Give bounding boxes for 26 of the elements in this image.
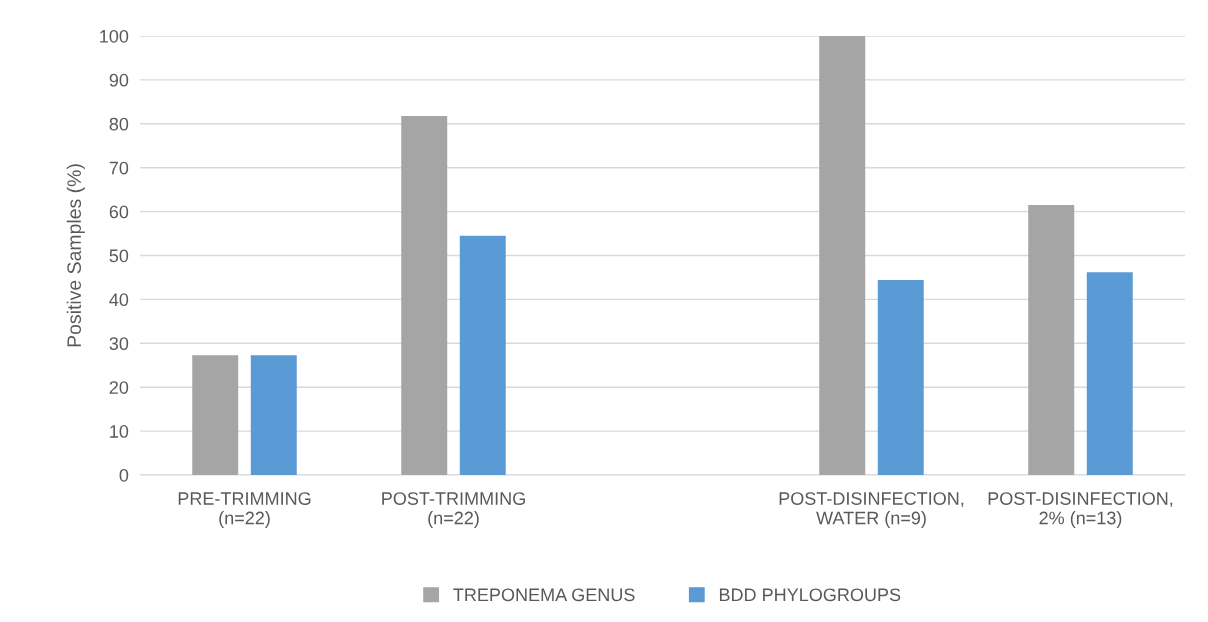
y-tick-label: 60 <box>109 205 129 219</box>
legend-label: TREPONEMA GENUS <box>453 588 635 602</box>
y-tick-label: 50 <box>109 249 129 263</box>
x-tick-label: POST-TRIMMING (n=22) <box>382 492 525 528</box>
y-tick-label: 30 <box>109 337 129 351</box>
y-tick-label: 90 <box>109 73 129 87</box>
x-tick-label: POST-DISINFECTION, WATER (n=9) <box>779 492 964 528</box>
bar <box>1028 205 1075 475</box>
x-tick-label: POST-DISINFECTION, 2% (n=13) <box>988 492 1173 528</box>
y-tick-label: 100 <box>100 29 129 43</box>
bar <box>819 36 866 475</box>
y-tick-label: 0 <box>119 468 129 482</box>
y-tick-label: 10 <box>110 425 129 438</box>
y-tick-label: 80 <box>109 117 129 131</box>
legend-label: BDD PHYLOGROUPS <box>719 588 901 602</box>
bar <box>459 235 506 475</box>
x-tick-label: PRE-TRIMMING (n=22) <box>178 492 311 528</box>
y-tick-label: 70 <box>109 161 129 175</box>
y-axis-title: Positive Samples (%) <box>66 164 85 347</box>
bar <box>877 280 924 475</box>
bar <box>192 355 239 475</box>
y-tick-label: 20 <box>109 381 129 394</box>
y-tick-label: 40 <box>109 293 129 307</box>
bar <box>1086 272 1133 475</box>
bar <box>250 355 297 475</box>
bar <box>401 115 448 475</box>
